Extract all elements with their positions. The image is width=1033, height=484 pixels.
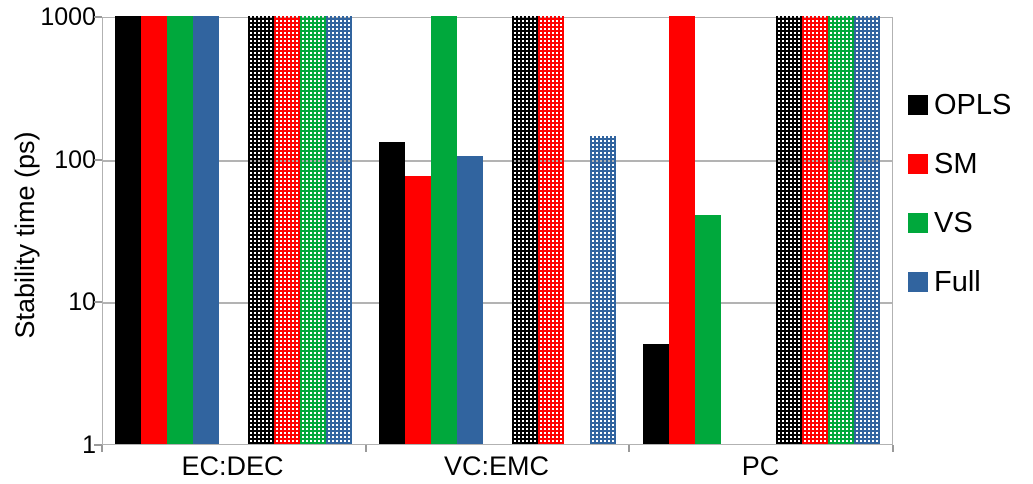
legend-label-full: Full bbox=[934, 266, 981, 298]
bar-ec-dec-vs bbox=[167, 16, 193, 444]
legend-label-vs: VS bbox=[934, 207, 973, 239]
bar-pc-vs-hatched bbox=[828, 16, 854, 444]
x-tick-mark-0 bbox=[101, 445, 103, 452]
y-tick-label-1000: 1000 bbox=[40, 3, 96, 31]
y-tick-label-100: 100 bbox=[54, 145, 96, 174]
y-tick-label-1: 1 bbox=[82, 431, 96, 459]
bar-ec-dec-vs-hatched bbox=[300, 16, 326, 444]
legend: OPLS SM VS Full bbox=[906, 0, 1033, 484]
bar-pc-opls-hatched bbox=[776, 16, 802, 444]
bar-pc-sm bbox=[669, 16, 695, 444]
bar-vc-emc-opls-hatched bbox=[512, 16, 538, 444]
x-category-label-ec-dec: EC:DEC bbox=[181, 451, 284, 481]
y-axis-title: Stability time (ps) bbox=[10, 131, 40, 339]
bar-pc-vs bbox=[695, 215, 721, 444]
bar-vc-emc-opls bbox=[379, 142, 405, 444]
y-tick-mark-100 bbox=[94, 158, 102, 161]
bar-pc-opls bbox=[643, 344, 669, 444]
x-tick-mark-1 bbox=[364, 445, 367, 452]
bar-vc-emc-full bbox=[457, 156, 483, 444]
bar-vc-emc-vs bbox=[431, 16, 457, 444]
bar-ec-dec-opls-hatched bbox=[248, 16, 274, 444]
bar-ec-dec-opls bbox=[115, 16, 141, 444]
x-tick-mark-2 bbox=[628, 445, 631, 452]
legend-swatch-vs bbox=[908, 213, 928, 233]
x-category-label-vc-emc: VC:EMC bbox=[443, 451, 549, 481]
legend-label-sm: SM bbox=[934, 148, 978, 180]
gridline-100 bbox=[103, 159, 892, 162]
bar-ec-dec-full bbox=[193, 16, 219, 444]
legend-label-opls: OPLS bbox=[934, 89, 1012, 121]
y-tick-mark-10 bbox=[94, 301, 102, 304]
bar-vc-emc-sm-hatched bbox=[538, 16, 564, 444]
bar-pc-full-hatched bbox=[854, 16, 880, 444]
bar-ec-dec-full-hatched bbox=[326, 16, 352, 444]
bar-ec-dec-sm-hatched bbox=[274, 16, 300, 444]
x-tick-mark-3 bbox=[892, 445, 894, 452]
plot-area bbox=[102, 16, 893, 445]
x-category-label-pc: PC bbox=[741, 451, 780, 481]
gridline-10 bbox=[103, 302, 892, 305]
bar-pc-sm-hatched bbox=[802, 16, 828, 444]
bar-vc-emc-full-hatched bbox=[590, 136, 616, 444]
y-tick-mark-1 bbox=[94, 444, 102, 446]
legend-swatch-full bbox=[908, 272, 928, 292]
y-tick-mark-1000 bbox=[94, 16, 102, 18]
bar-ec-dec-sm bbox=[141, 16, 167, 444]
legend-swatch-sm bbox=[908, 154, 928, 174]
y-tick-label-10: 10 bbox=[68, 288, 96, 317]
legend-swatch-opls bbox=[908, 95, 928, 115]
bar-vc-emc-sm bbox=[405, 176, 431, 444]
